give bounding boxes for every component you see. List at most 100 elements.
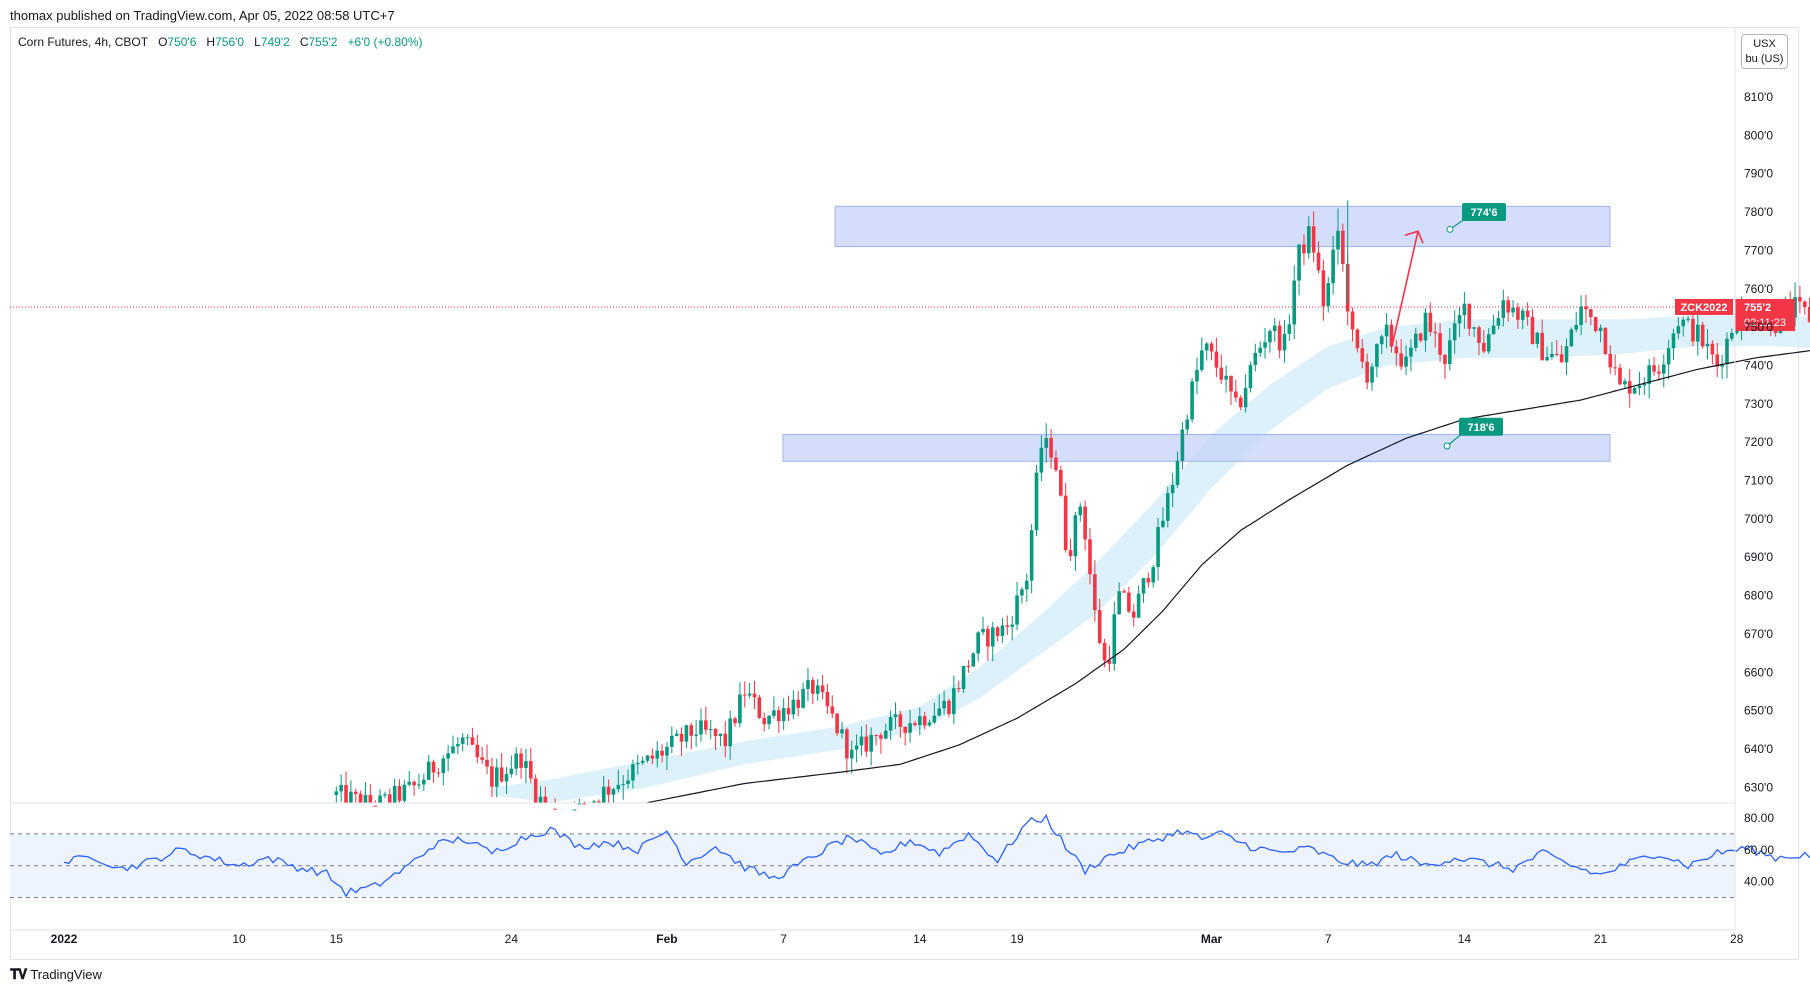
- candle-body: [470, 737, 475, 745]
- currency-unit-button[interactable]: USX bu (US): [1741, 34, 1788, 69]
- candle: [961, 665, 966, 694]
- candle: [1375, 343, 1379, 378]
- candle-body: [1710, 343, 1715, 355]
- candle: [1083, 500, 1087, 551]
- candle-body: [577, 803, 582, 805]
- candle: [1302, 234, 1306, 266]
- candle-body: [597, 801, 601, 803]
- candle-body: [1258, 347, 1262, 353]
- candle-body: [1097, 610, 1102, 643]
- unit-label: bu (US): [1745, 53, 1784, 65]
- candle-body: [986, 628, 990, 647]
- candle-body: [383, 794, 387, 796]
- price-tick-label: 810'0: [1744, 90, 1773, 104]
- candle-body: [504, 774, 509, 782]
- candle: [932, 702, 937, 725]
- candle-body: [358, 793, 363, 803]
- candle: [1681, 316, 1686, 337]
- support-zone: [782, 433, 1611, 462]
- candle: [1263, 327, 1267, 359]
- candle-body: [674, 733, 679, 736]
- candle-body: [1044, 438, 1049, 448]
- candle-body: [397, 786, 402, 801]
- candle-body: [1511, 307, 1515, 313]
- candle: [441, 755, 446, 786]
- candle: [869, 727, 873, 766]
- candle: [1112, 601, 1117, 671]
- price-tick-label: 640'0: [1744, 742, 1773, 756]
- candle: [1268, 329, 1272, 353]
- candle: [1010, 615, 1014, 641]
- candle-body: [825, 692, 830, 707]
- candle: [1798, 285, 1802, 314]
- price-label-bg: [1459, 417, 1503, 436]
- candle-body: [1321, 270, 1326, 307]
- candle: [1652, 356, 1656, 376]
- candle-body: [1491, 325, 1496, 335]
- time-tick-label: 21: [1594, 932, 1608, 946]
- candle-body: [786, 708, 791, 715]
- candle-body: [918, 716, 922, 726]
- price-label-text: 718'6: [1467, 422, 1494, 434]
- candle-body: [1024, 580, 1029, 590]
- time-tick-label: 7: [780, 932, 787, 946]
- candle-body: [417, 784, 421, 786]
- candle: [849, 740, 854, 774]
- candle: [918, 707, 922, 736]
- candle-body: [1589, 309, 1593, 318]
- candle-body: [1355, 329, 1360, 349]
- tradingview-logo[interactable]: 𝐓𝐕 TradingView: [10, 966, 102, 983]
- candle: [1520, 308, 1525, 330]
- candle: [859, 726, 864, 756]
- candle: [1200, 337, 1204, 373]
- candle: [475, 734, 480, 764]
- candle: [660, 744, 664, 763]
- candle: [1161, 507, 1165, 529]
- candle-body: [708, 729, 713, 731]
- candle-body: [1657, 371, 1661, 374]
- candle: [1418, 332, 1423, 343]
- candle-body: [1516, 307, 1520, 320]
- price-label-bg: [1462, 203, 1506, 222]
- candle-body: [543, 796, 548, 803]
- candle-body: [772, 710, 776, 716]
- candle: [1350, 307, 1355, 342]
- candle-body: [1730, 332, 1734, 339]
- candle: [504, 767, 509, 794]
- candle-body: [1462, 303, 1467, 316]
- price-tick-label: 680'0: [1744, 589, 1773, 603]
- candle-body: [859, 736, 864, 746]
- candle: [1000, 617, 1005, 643]
- candle: [845, 727, 849, 774]
- candle-body: [1443, 354, 1447, 365]
- candle: [1525, 302, 1530, 326]
- candle-body: [1238, 397, 1243, 408]
- candle: [606, 779, 611, 803]
- candle-body: [1243, 388, 1248, 408]
- candle-body: [1141, 578, 1146, 594]
- candle: [815, 679, 820, 701]
- candle: [864, 724, 869, 758]
- candle: [402, 780, 407, 803]
- candle-body: [665, 746, 669, 756]
- time-tick-label: 19: [1010, 932, 1024, 946]
- candle: [699, 708, 703, 742]
- candle-body: [1720, 364, 1724, 367]
- candle-body: [1185, 419, 1190, 430]
- candle-body: [1384, 324, 1389, 337]
- candle-body: [849, 749, 854, 759]
- candle: [1165, 486, 1170, 528]
- candle: [1370, 363, 1374, 391]
- candle: [728, 710, 732, 760]
- close-label: C: [299, 35, 309, 49]
- candle: [1676, 317, 1681, 340]
- price-tick-label: 710'0: [1744, 474, 1773, 488]
- candle: [956, 680, 961, 693]
- candle: [786, 695, 791, 722]
- candle-body: [1608, 353, 1613, 368]
- candle: [1341, 223, 1345, 272]
- high-label: H: [206, 35, 216, 49]
- candle-body: [553, 808, 557, 810]
- candle-body: [1584, 306, 1588, 310]
